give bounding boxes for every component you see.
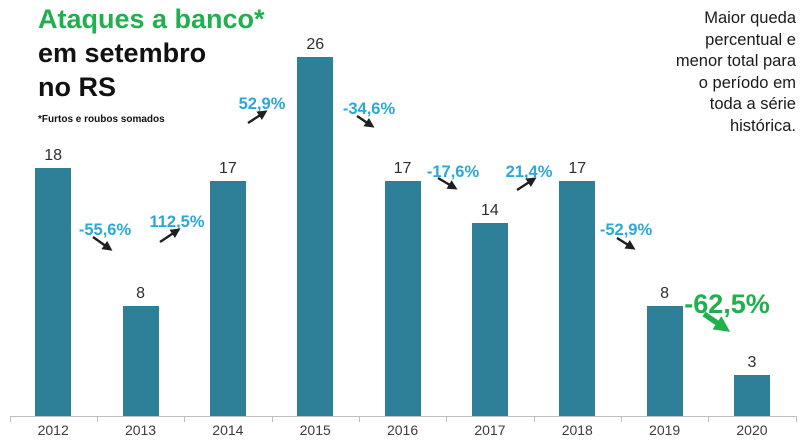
bar-2020	[733, 374, 770, 416]
pct-change-label: 52,9%	[238, 95, 286, 113]
x-axis	[9, 416, 797, 417]
x-axis-label: 2016	[386, 422, 419, 438]
bar-value-label: 17	[393, 160, 412, 178]
pct-change-label: -34,6%	[342, 100, 396, 118]
bar-value-label: 8	[136, 284, 145, 302]
x-axis-label: 2020	[736, 422, 768, 438]
chart-title-line2: em setembro	[38, 38, 207, 68]
bar-value-label: 3	[747, 353, 757, 371]
bar-2019	[646, 305, 683, 416]
x-axis-tick	[271, 416, 273, 422]
x-axis-tick	[96, 416, 98, 422]
x-axis-tick	[620, 416, 622, 422]
chart-title-line3: no RS	[38, 72, 116, 102]
x-axis-tick	[533, 416, 535, 422]
pct-change-label: -62,5%	[684, 289, 770, 319]
x-axis-label: 2019	[649, 422, 681, 438]
bar-value-label: 8	[660, 284, 670, 302]
chart-footnote: *Furtos e roubos somados	[38, 114, 165, 125]
bar-2013	[122, 305, 159, 416]
x-axis-tick	[708, 416, 710, 422]
pct-change-label: -52,9%	[599, 221, 653, 239]
bar-2015	[297, 57, 334, 416]
pct-change-label: -17,6%	[426, 163, 480, 181]
x-axis-tick	[9, 416, 11, 422]
bar-2017	[471, 222, 508, 416]
chart-title-line1: Ataques a banco*	[38, 4, 265, 34]
pct-change-label: 112,5%	[149, 213, 205, 231]
bar-value-label: 17	[218, 160, 237, 178]
x-axis-tick	[358, 416, 360, 422]
bar-value-label: 18	[44, 146, 63, 164]
x-axis-tick	[446, 416, 448, 422]
bar-value-label: 14	[481, 201, 499, 219]
pct-change-label: 21,4%	[505, 163, 553, 181]
x-axis-label: 2015	[299, 422, 331, 438]
x-axis-tick	[184, 416, 186, 422]
x-axis-label: 2014	[212, 422, 244, 438]
bar-value-label: 26	[306, 36, 325, 54]
x-axis-label: 2013	[124, 422, 157, 438]
x-axis-tick	[795, 416, 797, 422]
bar-2016	[384, 181, 421, 416]
pct-change-label: -55,6%	[78, 221, 132, 239]
side-note: Maior queda percentual e menor total par…	[675, 9, 796, 135]
bar-2018	[559, 181, 596, 416]
bar-2014	[209, 181, 246, 416]
chart-title: Ataques a banco* em setembro no RS	[38, 2, 265, 104]
x-axis-label: 2012	[37, 422, 69, 438]
bar-value-label: 17	[568, 160, 587, 178]
x-axis-label: 2017	[474, 422, 506, 438]
bar-2012	[35, 167, 72, 416]
x-axis-label: 2018	[561, 422, 593, 438]
